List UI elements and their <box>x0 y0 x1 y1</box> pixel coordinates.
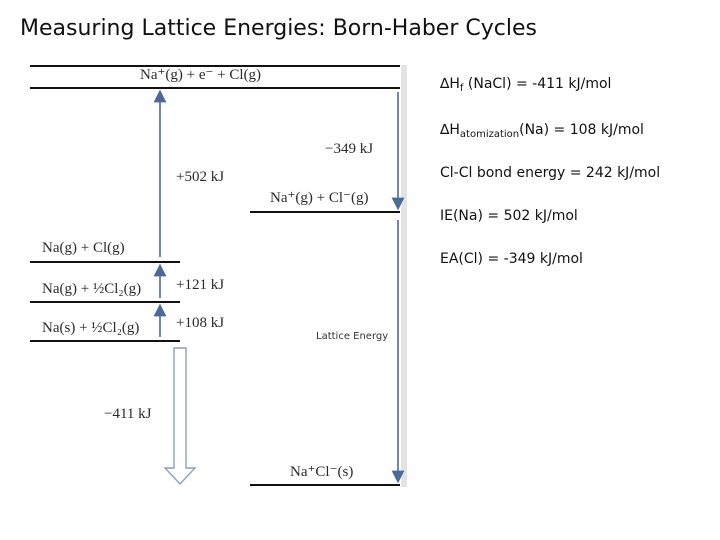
level-top-label: Na⁺(g) + e⁻ + Cl(g) <box>140 67 261 83</box>
formation-arrow <box>163 347 197 486</box>
level-product-label: Na⁺Cl⁻(s) <box>290 464 353 480</box>
lattice-energy-label: Lattice Energy <box>316 331 388 342</box>
fact-ionization-energy: IE(Na) = 502 kJ/mol <box>440 208 578 224</box>
diagram-background <box>30 65 407 487</box>
level-solid-half-label: Na(s) + ½Cl₂(g) <box>42 320 139 336</box>
fact-enthalpy-formation: ∆Hf (NaCl) = -411 kJ/mol <box>440 76 612 94</box>
na-atom-energy-label: +108 kJ <box>176 315 224 331</box>
cl-half-energy-label: +121 kJ <box>176 277 224 293</box>
slide-title: Measuring Lattice Energies: Born-Haber C… <box>20 16 537 41</box>
formation-energy-label: −411 kJ <box>104 406 152 422</box>
fact-electron-affinity: EA(Cl) = -349 kJ/mol <box>440 251 583 267</box>
level-gas-half-label: Na(g) + ½Cl₂(g) <box>42 281 141 297</box>
level-ions-label: Na⁺(g) + Cl⁻(g) <box>270 190 368 206</box>
ie-energy-label: +502 kJ <box>176 169 224 185</box>
fact-enthalpy-atomization: ∆Hatomization(Na) = 108 kJ/mol <box>440 122 644 140</box>
ea-energy-label: −349 kJ <box>325 141 373 157</box>
level-atoms-label: Na(g) + Cl(g) <box>42 240 125 256</box>
fact-bond-energy: Cl-Cl bond energy = 242 kJ/mol <box>440 165 661 181</box>
